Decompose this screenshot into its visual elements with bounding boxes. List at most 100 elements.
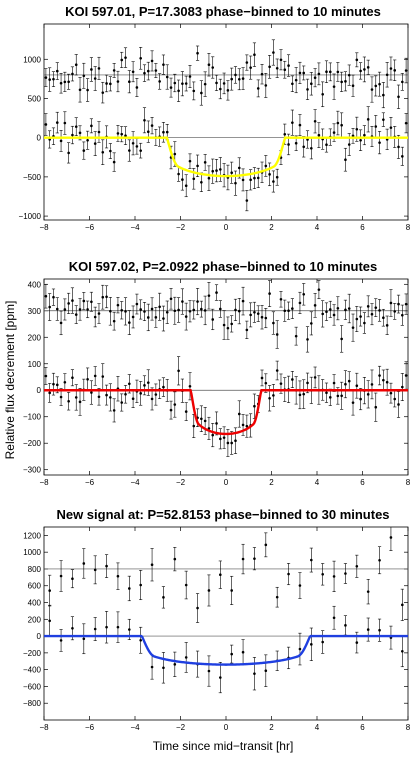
data-point (128, 587, 131, 590)
data-point (154, 316, 158, 319)
data-point (44, 123, 48, 126)
data-point (344, 158, 347, 162)
data-point (336, 121, 340, 125)
data-point (275, 66, 279, 70)
data-point (321, 92, 324, 96)
data-point (219, 168, 222, 171)
data-point (230, 171, 233, 175)
data-point (105, 393, 108, 397)
data-point (59, 321, 63, 325)
data-point (128, 628, 131, 631)
y-tick-label: −300 (23, 466, 42, 475)
x-tick-label: 4 (315, 223, 320, 232)
data-point (306, 88, 309, 91)
x-tick-label: −6 (85, 223, 95, 232)
y-tick-label: −500 (23, 173, 42, 182)
series-out-of-transit (44, 39, 408, 109)
data-point (401, 80, 404, 84)
data-point (237, 412, 241, 416)
x-tick-label: 0 (224, 478, 229, 487)
data-point (109, 309, 112, 313)
data-point (207, 427, 211, 430)
data-point (101, 295, 105, 299)
data-point (302, 293, 306, 296)
data-point (401, 649, 404, 653)
data-point (241, 557, 245, 561)
data-point (203, 82, 207, 86)
data-point (260, 376, 264, 380)
data-point (344, 572, 347, 575)
x-tick-label: 6 (360, 723, 365, 732)
data-point (325, 143, 328, 147)
data-point (283, 132, 287, 136)
data-point (245, 424, 249, 428)
data-point (139, 638, 142, 642)
y-tick-label: 1200 (23, 531, 41, 540)
data-point (275, 595, 279, 599)
data-point (173, 663, 177, 666)
data-point (313, 376, 317, 379)
series-in-transit (48, 604, 404, 694)
x-tick-label: −8 (39, 723, 49, 732)
data-point (355, 641, 359, 644)
data-point (74, 313, 78, 316)
data-point (207, 669, 211, 673)
x-tick-label: −4 (130, 723, 140, 732)
data-point (264, 669, 268, 673)
data-point (370, 88, 374, 91)
data-point (116, 574, 120, 578)
x-tick-label: −2 (176, 223, 186, 232)
data-point (310, 643, 313, 646)
data-point (63, 80, 67, 84)
data-point (150, 665, 154, 669)
data-point (52, 382, 55, 386)
data-point (385, 73, 389, 77)
data-point (162, 317, 165, 320)
data-point (105, 625, 108, 629)
data-point (256, 87, 260, 90)
data-point (359, 69, 362, 73)
data-point (90, 68, 93, 71)
data-point (332, 131, 336, 134)
data-point (135, 145, 139, 148)
data-point (298, 71, 302, 75)
data-point (109, 82, 112, 86)
data-point (268, 173, 271, 176)
data-point (344, 624, 347, 627)
data-point (112, 319, 116, 323)
data-point (302, 392, 306, 396)
data-point (370, 383, 374, 386)
data-point (310, 146, 313, 150)
data-point (105, 82, 108, 85)
data-point (82, 562, 86, 565)
data-point (71, 133, 74, 137)
data-point (93, 627, 97, 631)
data-point (93, 568, 97, 572)
data-point (116, 80, 120, 83)
data-point (268, 292, 271, 295)
y-tick-label: −400 (23, 666, 42, 675)
data-point (128, 80, 131, 84)
data-point (219, 437, 222, 441)
data-point (192, 424, 196, 428)
data-point (332, 381, 336, 385)
y-tick-label: −200 (23, 649, 42, 658)
data-point (234, 181, 237, 185)
data-point (200, 307, 203, 311)
data-point (241, 650, 245, 654)
data-point (332, 85, 336, 88)
x-tick-label: −4 (130, 223, 140, 232)
data-point (294, 334, 298, 338)
plot-content (44, 527, 408, 694)
data-point (317, 72, 321, 76)
data-point (340, 394, 343, 398)
data-point (86, 138, 89, 142)
data-point (363, 321, 366, 325)
data-point (230, 652, 233, 656)
data-point (139, 392, 142, 395)
data-point (109, 396, 112, 399)
data-point (256, 312, 260, 315)
x-tick-label: −6 (85, 723, 95, 732)
data-point (264, 84, 268, 87)
y-tick-label: −100 (23, 413, 42, 422)
